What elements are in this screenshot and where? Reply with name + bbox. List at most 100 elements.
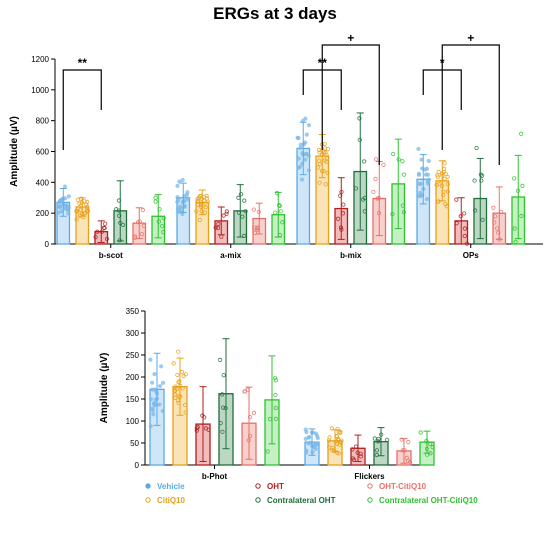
chart-bottom: 0 50 100 150 200 250 300 350 Amplitude (µV) b-Pho… [99,307,435,481]
data-point [153,199,158,204]
data-point [141,223,146,228]
data-point [151,401,157,406]
x-tick-label-flickers: Flickers [354,472,385,481]
data-point [185,197,190,202]
data-point [84,202,89,207]
data-point [322,158,327,163]
data-point [220,405,226,410]
data-point [278,209,283,214]
data-point [140,207,145,213]
data-point [238,192,244,197]
data-point [252,225,257,230]
data-point [445,174,450,179]
data-point [66,194,71,199]
significance-bracket [62,69,102,150]
data-point [303,116,308,121]
data-point [273,378,278,383]
data-point [99,229,105,234]
data-point [66,211,71,216]
data-point [430,445,435,450]
data-point [374,448,379,453]
data-point [472,178,477,183]
data-point [152,387,158,392]
data-point [462,211,467,216]
data-point [406,440,411,445]
data-point [273,392,278,398]
data-point [176,349,181,354]
data-point [304,132,309,137]
data-point [323,182,328,187]
data-point [175,372,180,378]
y-tick-label: 200 [36,209,50,218]
data-point [205,199,210,204]
data-point [203,205,208,210]
figure-title: ERGs at 3 days [213,4,337,23]
data-point [178,206,184,211]
data-point [493,214,498,219]
data-point [160,380,166,385]
data-point [81,214,86,220]
data-point [372,436,377,441]
data-point [358,454,363,459]
data-point [310,450,315,455]
data-point [307,434,312,440]
data-point [325,156,330,161]
legend-label-citiq10: CitiQ10 [157,496,186,505]
data-point [418,181,423,186]
y-tick-label: 1200 [31,55,49,64]
data-point [401,210,407,215]
y-axis-label: Amplitude (µV) [9,116,20,187]
y-tick-label: 400 [36,178,50,187]
data-point [179,369,185,375]
data-point [303,157,308,162]
data-point [75,209,80,214]
data-point [350,447,355,452]
legend-label-contralateral-oht: Contralateral OHT [267,496,336,505]
data-point [156,219,162,224]
data-point [221,373,226,378]
data-point [428,441,433,447]
data-point [74,217,79,222]
data-point [338,440,343,445]
data-point [341,202,346,207]
data-point [519,213,524,219]
data-point [160,224,165,229]
data-point [520,183,525,188]
data-point [273,416,278,421]
data-point [151,412,156,417]
data-point [101,225,106,230]
y-tick-label: 300 [126,329,140,338]
data-point [306,441,311,446]
data-point [350,456,356,461]
data-point [84,206,90,211]
data-point [157,383,163,389]
data-point [443,171,448,176]
data-point [442,161,447,166]
data-point [195,425,200,430]
y-tick-label: 350 [126,307,140,316]
data-point [161,215,166,221]
data-point [435,174,440,179]
significance-label: + [347,31,354,45]
data-point [376,436,381,442]
data-point [296,156,301,161]
data-point [79,196,84,201]
data-point [56,204,61,209]
data-point [177,179,182,184]
x-tick-label-ops: OPs [463,251,480,260]
legend-label-contralateral-oht-citiq10: Contralateral OHT-CitiQ10 [379,496,478,505]
data-point [362,195,367,201]
data-point [224,209,229,214]
data-point [472,208,478,213]
data-point [423,172,429,177]
data-point [177,379,182,384]
data-point [171,361,176,366]
data-point [242,389,248,394]
data-point [152,372,157,377]
data-point [273,210,278,215]
significance-label: + [467,31,474,45]
data-point [242,233,247,238]
significance-bracket [441,44,500,165]
data-point [317,180,322,185]
data-point [401,172,407,177]
